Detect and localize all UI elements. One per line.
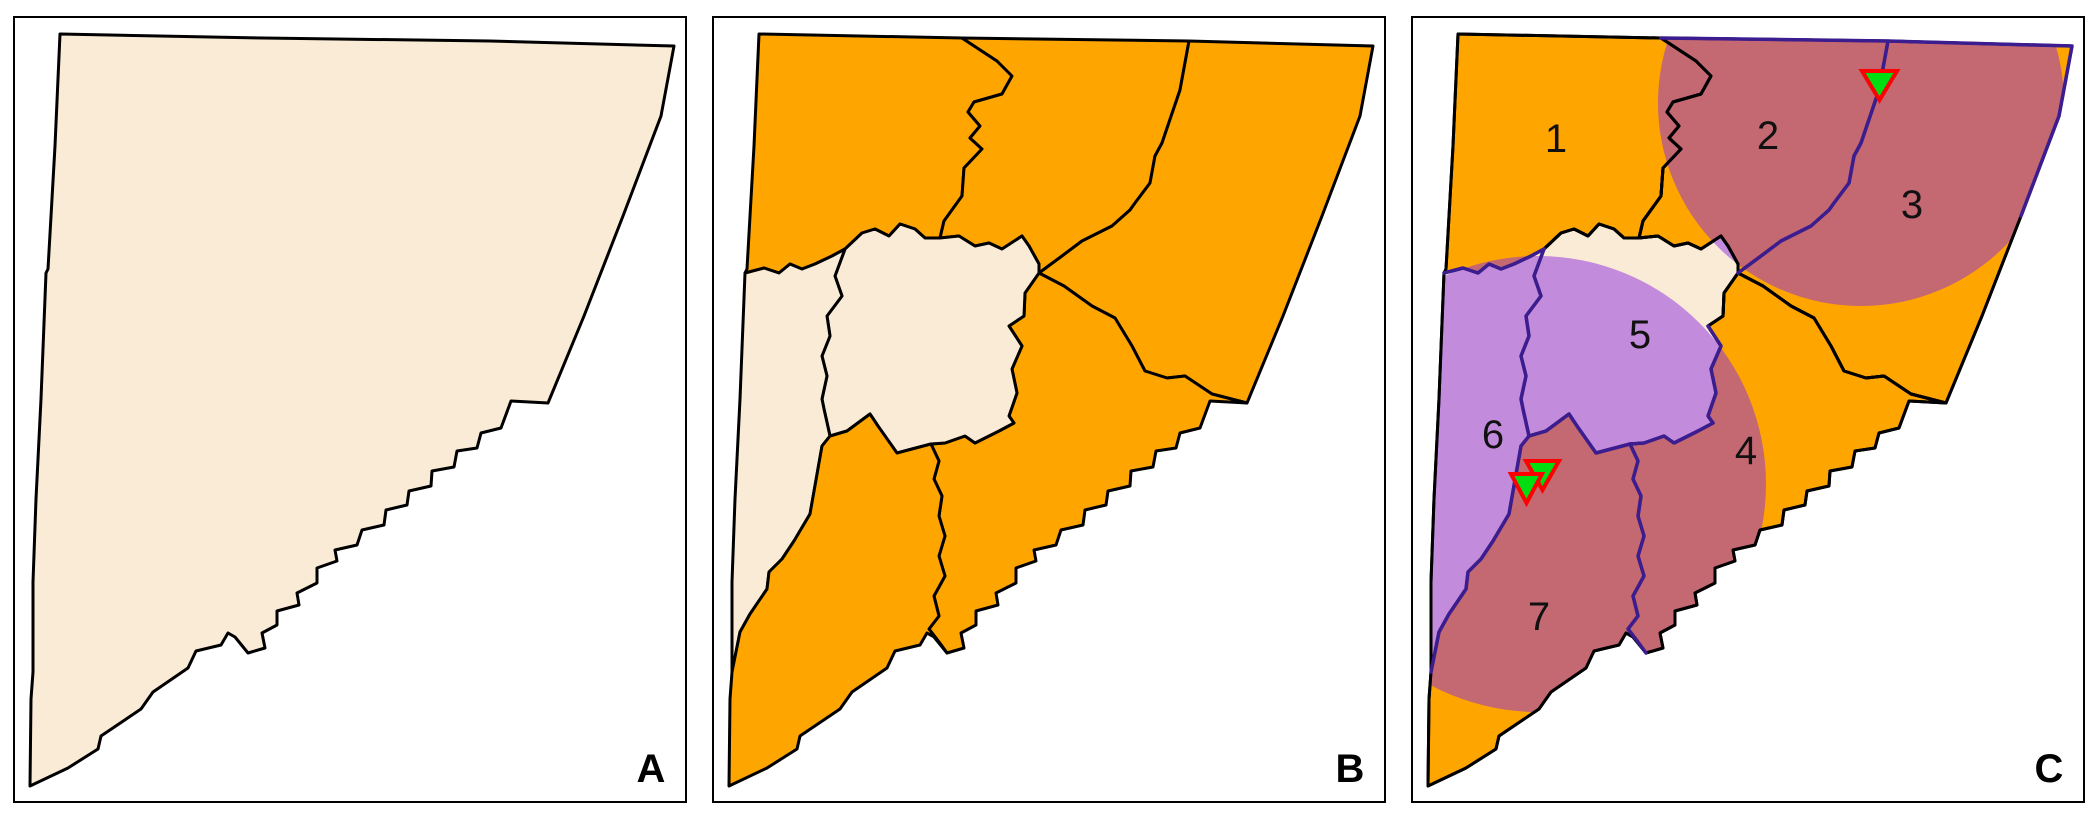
panel-a-frame bbox=[13, 16, 687, 803]
site-markers-layer bbox=[1507, 69, 1901, 508]
panel-label-a: A bbox=[637, 747, 666, 791]
panel-label-c: C bbox=[2035, 747, 2064, 791]
district-number-labels: 1 2 3 4 5 6 7 bbox=[1482, 114, 1923, 639]
district-number-label-4: 4 bbox=[1735, 429, 1757, 473]
panel-c: 1 2 3 4 5 6 7 C bbox=[1411, 16, 2085, 803]
panel-c-frame bbox=[1411, 16, 2085, 803]
district-number-label-6: 6 bbox=[1482, 413, 1504, 457]
coverage-circle-northeast bbox=[1658, 34, 2064, 306]
panel-a-map: A bbox=[13, 16, 687, 803]
district-number-label-1: 1 bbox=[1545, 117, 1567, 161]
district-number-label-3: 3 bbox=[1901, 183, 1923, 227]
panel-b-map: B bbox=[712, 16, 1386, 803]
panel-b-frame bbox=[712, 16, 1386, 803]
district-number-label-5: 5 bbox=[1629, 313, 1651, 357]
district-number-label-2: 2 bbox=[1757, 114, 1779, 158]
panel-a: A bbox=[13, 16, 687, 803]
county-outline bbox=[28, 32, 676, 788]
district-number-label-7: 7 bbox=[1528, 595, 1550, 639]
site-marker-northeast-icon bbox=[1858, 69, 1901, 104]
district-5-shape bbox=[820, 222, 1041, 455]
panel-label-b: B bbox=[1336, 747, 1365, 791]
panel-b: B bbox=[712, 16, 1386, 803]
site-marker-southwest-2-icon bbox=[1507, 472, 1546, 508]
panel-c-map: 1 2 3 4 5 6 7 C bbox=[1411, 16, 2085, 803]
